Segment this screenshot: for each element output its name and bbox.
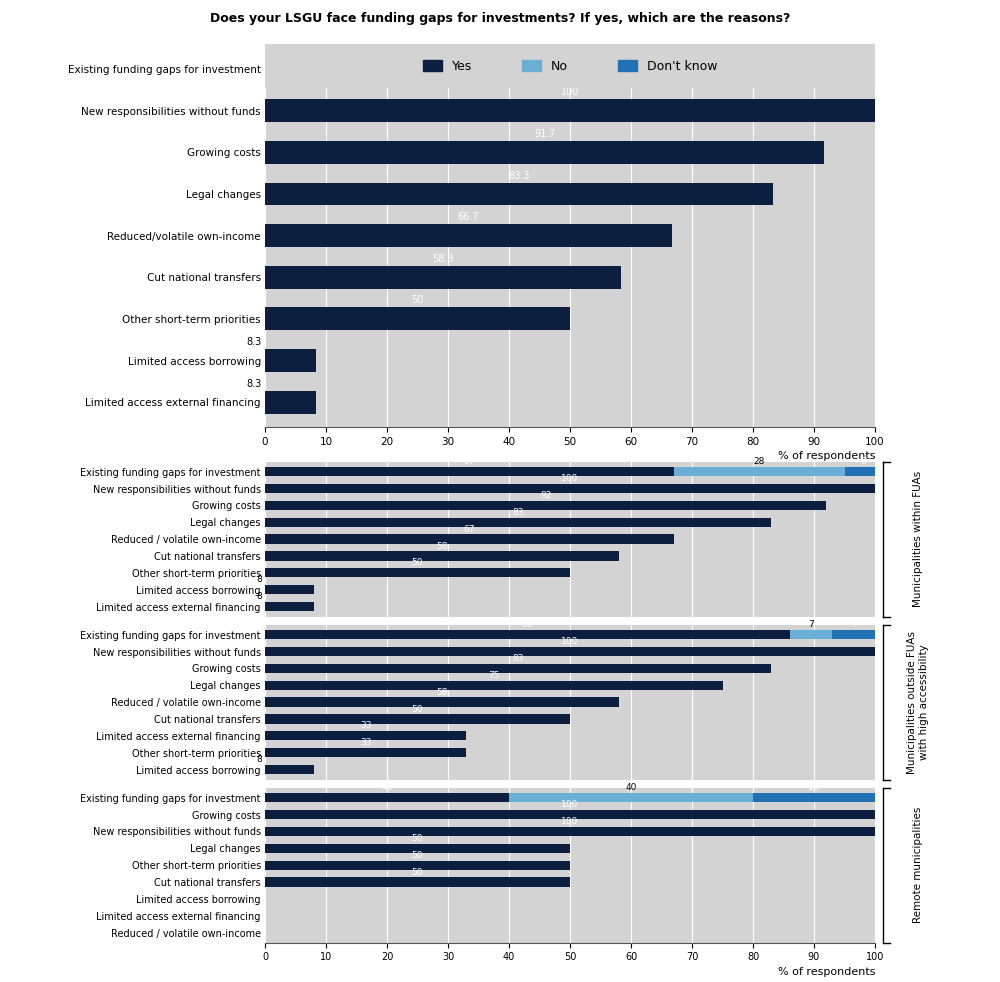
Text: 40: 40 [625, 784, 637, 792]
Text: 100: 100 [561, 817, 579, 826]
Text: 100: 100 [561, 87, 579, 97]
Bar [265, 602, 314, 611]
Bar [509, 793, 753, 802]
Bar [265, 732, 466, 740]
Text: 50: 50 [411, 296, 424, 305]
Text: 83: 83 [512, 508, 524, 517]
Bar [672, 58, 841, 81]
Text: 83.3: 83.3 [508, 171, 530, 181]
Text: 7: 7 [851, 621, 857, 629]
Bar [265, 141, 824, 164]
Bar [265, 391, 316, 413]
Bar [832, 630, 875, 639]
Bar [265, 810, 875, 819]
Text: 50: 50 [412, 704, 423, 714]
Text: 50: 50 [412, 867, 423, 877]
Text: 58: 58 [436, 541, 448, 551]
Bar [265, 664, 771, 673]
Bar [265, 99, 875, 122]
Bar [674, 467, 844, 476]
Bar [265, 647, 875, 656]
Bar [265, 484, 875, 493]
Text: 58.3: 58.3 [432, 253, 454, 264]
Bar [265, 697, 619, 707]
Text: 50: 50 [412, 834, 423, 843]
Text: Municipalities within FUAs: Municipalities within FUAs [913, 471, 923, 607]
Bar [265, 765, 314, 774]
Text: 66.7: 66.7 [458, 212, 479, 222]
Text: 100: 100 [561, 637, 579, 646]
Bar [265, 793, 509, 802]
Bar [265, 467, 674, 476]
Bar [753, 793, 875, 802]
Text: 86: 86 [522, 621, 533, 629]
Text: 91.7: 91.7 [534, 129, 555, 138]
Bar [265, 714, 570, 724]
Legend: Yes, No, Don't know: Yes, No, Don't know [423, 60, 717, 73]
Text: 28: 28 [753, 458, 765, 466]
Bar [790, 630, 832, 639]
Text: 66.7: 66.7 [458, 45, 479, 56]
Text: 75: 75 [488, 671, 500, 680]
Bar [265, 585, 314, 594]
Text: 27.8: 27.8 [746, 45, 767, 56]
Text: 58: 58 [436, 687, 448, 696]
Bar [265, 501, 826, 510]
Text: 40: 40 [381, 784, 393, 792]
Text: 6: 6 [860, 458, 866, 466]
Bar [265, 534, 674, 544]
Bar [265, 58, 672, 81]
Bar [265, 827, 875, 836]
Text: 8.3: 8.3 [247, 379, 262, 389]
Text: 67: 67 [464, 458, 475, 466]
Text: 8: 8 [256, 592, 262, 601]
X-axis label: % of respondents: % of respondents [778, 966, 875, 977]
Text: 100: 100 [561, 474, 579, 483]
Text: 20: 20 [808, 784, 820, 792]
Bar [265, 748, 466, 757]
Text: 33: 33 [360, 722, 371, 731]
Text: 8: 8 [256, 755, 262, 764]
Bar [265, 551, 619, 561]
Text: Municipalities outside FUAs
with high accessibility: Municipalities outside FUAs with high ac… [907, 630, 929, 774]
Bar [844, 467, 881, 476]
Text: 5.6: 5.6 [851, 45, 866, 56]
Bar [265, 681, 722, 690]
Text: 92: 92 [540, 491, 551, 500]
Bar [841, 58, 876, 81]
Text: 33: 33 [360, 738, 371, 747]
Bar [265, 224, 672, 247]
Bar [265, 350, 316, 372]
Bar [265, 860, 570, 870]
Bar [265, 844, 570, 853]
Bar [265, 183, 773, 205]
X-axis label: % of respondents: % of respondents [778, 451, 875, 462]
Bar [265, 630, 790, 639]
Text: 50: 50 [412, 559, 423, 568]
Text: 50: 50 [412, 850, 423, 859]
Text: 8: 8 [256, 575, 262, 584]
Text: Does your LSGU face funding gaps for investments? If yes, which are the reasons?: Does your LSGU face funding gaps for inv… [210, 12, 790, 25]
Bar [265, 518, 771, 527]
Bar [265, 877, 570, 887]
Text: 67: 67 [464, 524, 475, 533]
Text: 83: 83 [512, 654, 524, 663]
Bar [265, 266, 621, 289]
Text: Remote municipalities: Remote municipalities [913, 807, 923, 923]
Text: 7: 7 [808, 621, 814, 629]
Text: 100: 100 [561, 800, 579, 809]
Bar [265, 569, 570, 577]
Bar [265, 307, 570, 330]
Text: 8.3: 8.3 [247, 337, 262, 347]
